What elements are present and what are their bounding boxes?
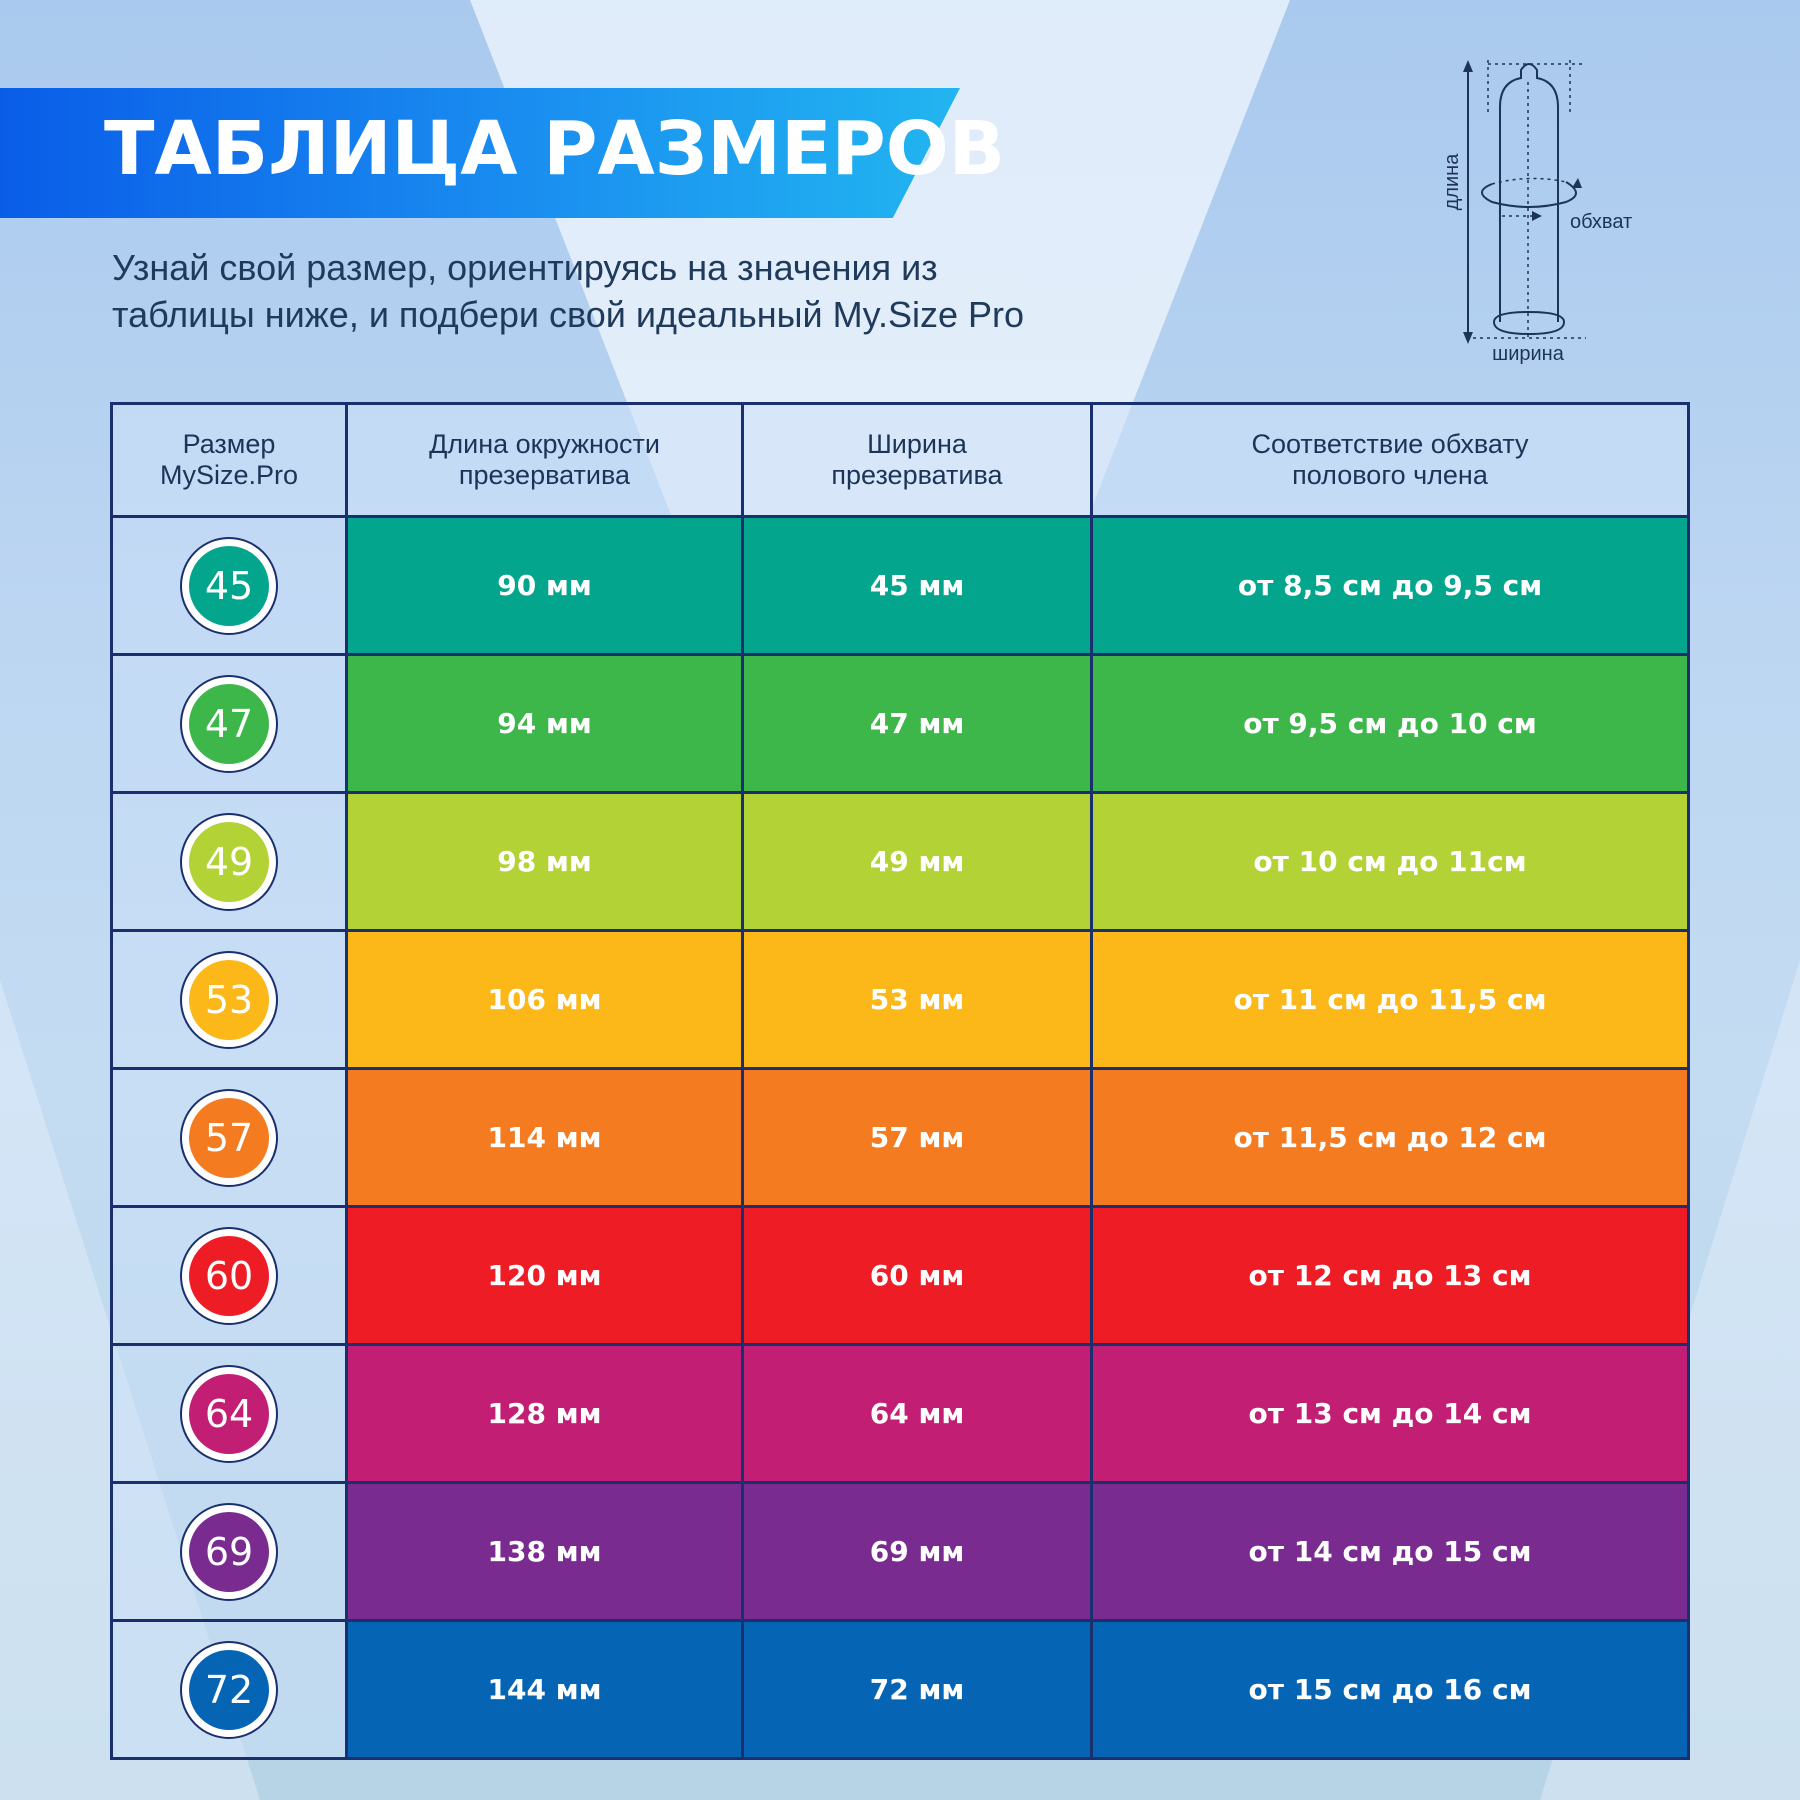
size-value: 49 [189, 821, 269, 902]
size-cell: 69 [110, 1481, 348, 1622]
page-title: ТАБЛИЦА РАЗМЕРОВ [104, 106, 1006, 192]
table-row: 64 128 мм 64 мм от 13 см до 14 см [110, 1343, 1690, 1484]
header-size: Размер MySize.Pro [110, 402, 348, 518]
circumference-cell: 144 мм [345, 1619, 744, 1760]
header-width-line-1: Ширина [867, 429, 967, 459]
table-row: 47 94 мм 47 мм от 9,5 см до 10 см [110, 653, 1690, 794]
size-value: 45 [189, 545, 269, 626]
size-value: 72 [189, 1649, 269, 1730]
size-cell: 53 [110, 929, 348, 1070]
width-cell: 60 мм [741, 1205, 1093, 1346]
header-girth: Соответствие обхвату полового члена [1090, 402, 1690, 518]
table-row: 49 98 мм 49 мм от 10 см до 11см [110, 791, 1690, 932]
header-width-line-2: презерватива [831, 460, 1003, 490]
size-badge: 49 [180, 812, 278, 911]
table-row: 57 114 мм 57 мм от 11,5 см до 12 см [110, 1067, 1690, 1208]
size-cell: 72 [110, 1619, 348, 1760]
circumference-cell: 90 мм [345, 515, 744, 656]
girth-cell: от 14 см до 15 см [1090, 1481, 1690, 1622]
circumference-cell: 98 мм [345, 791, 744, 932]
title-banner [0, 88, 960, 218]
width-cell: 47 мм [741, 653, 1093, 794]
size-table: Размер MySize.Pro Длина окружности презе… [110, 402, 1690, 1760]
size-cell: 57 [110, 1067, 348, 1208]
size-value: 57 [189, 1097, 269, 1178]
table-row: 53 106 мм 53 мм от 11 см до 11,5 см [110, 929, 1690, 1070]
circumference-cell: 120 мм [345, 1205, 744, 1346]
size-cell: 64 [110, 1343, 348, 1484]
girth-cell: от 12 см до 13 см [1090, 1205, 1690, 1346]
width-cell: 64 мм [741, 1343, 1093, 1484]
header-circumference: Длина окружности презерватива [345, 402, 744, 518]
size-badge: 64 [180, 1364, 278, 1463]
girth-cell: от 11,5 см до 12 см [1090, 1067, 1690, 1208]
table-row: 69 138 мм 69 мм от 14 см до 15 см [110, 1481, 1690, 1622]
table-row: 72 144 мм 72 мм от 15 см до 16 см [110, 1619, 1690, 1760]
width-cell: 72 мм [741, 1619, 1093, 1760]
header-width: Ширина презерватива [741, 402, 1093, 518]
size-badge: 53 [180, 950, 278, 1049]
table-row: 45 90 мм 45 мм от 8,5 см до 9,5 см [110, 515, 1690, 656]
table-header-row: Размер MySize.Pro Длина окружности презе… [110, 402, 1690, 518]
size-value: 47 [189, 683, 269, 764]
width-cell: 53 мм [741, 929, 1093, 1070]
width-cell: 69 мм [741, 1481, 1093, 1622]
header-size-line-1: Размер [182, 429, 276, 459]
girth-cell: от 15 см до 16 см [1090, 1619, 1690, 1760]
header-size-line-2: MySize.Pro [159, 460, 299, 490]
subtitle-line-2: таблицы ниже, и подбери свой идеальный M… [112, 294, 1025, 335]
girth-cell: от 11 см до 11,5 см [1090, 929, 1690, 1070]
circumference-cell: 128 мм [345, 1343, 744, 1484]
header-girth-line-1: Соответствие обхвату [1251, 429, 1529, 459]
size-badge: 45 [180, 536, 278, 635]
circumference-cell: 94 мм [345, 653, 744, 794]
size-cell: 60 [110, 1205, 348, 1346]
size-value: 69 [189, 1511, 269, 1592]
circumference-cell: 106 мм [345, 929, 744, 1070]
girth-cell: от 8,5 см до 9,5 см [1090, 515, 1690, 656]
girth-cell: от 9,5 см до 10 см [1090, 653, 1690, 794]
girth-cell: от 10 см до 11см [1090, 791, 1690, 932]
size-badge: 69 [180, 1502, 278, 1601]
size-badge: 60 [180, 1226, 278, 1325]
size-cell: 49 [110, 791, 348, 932]
size-badge: 72 [180, 1640, 278, 1739]
subtitle: Узнай свой размер, ориентируясь на значе… [112, 244, 1112, 338]
header-circumference-line-2: презерватива [458, 460, 631, 490]
width-cell: 45 мм [741, 515, 1093, 656]
size-value: 53 [189, 959, 269, 1040]
width-cell: 57 мм [741, 1067, 1093, 1208]
width-cell: 49 мм [741, 791, 1093, 932]
condom-dimensions-diagram: длина обхват ширина [1441, 60, 1632, 365]
size-cell: 47 [110, 653, 348, 794]
size-badge: 47 [180, 674, 278, 773]
size-value: 60 [189, 1235, 269, 1316]
girth-label: обхват [1570, 211, 1632, 233]
table-row: 60 120 мм 60 мм от 12 см до 13 см [110, 1205, 1690, 1346]
girth-cell: от 13 см до 14 см [1090, 1343, 1690, 1484]
circumference-cell: 114 мм [345, 1067, 744, 1208]
width-label: ширина [1492, 343, 1565, 365]
length-label: длина [1441, 153, 1463, 211]
header-circumference-line-1: Длина окружности [429, 429, 660, 459]
size-cell: 45 [110, 515, 348, 656]
circumference-cell: 138 мм [345, 1481, 744, 1622]
subtitle-line-1: Узнай свой размер, ориентируясь на значе… [112, 247, 938, 288]
header-girth-line-2: полового члена [1292, 460, 1488, 490]
size-value: 64 [189, 1373, 269, 1454]
size-badge: 57 [180, 1088, 278, 1187]
